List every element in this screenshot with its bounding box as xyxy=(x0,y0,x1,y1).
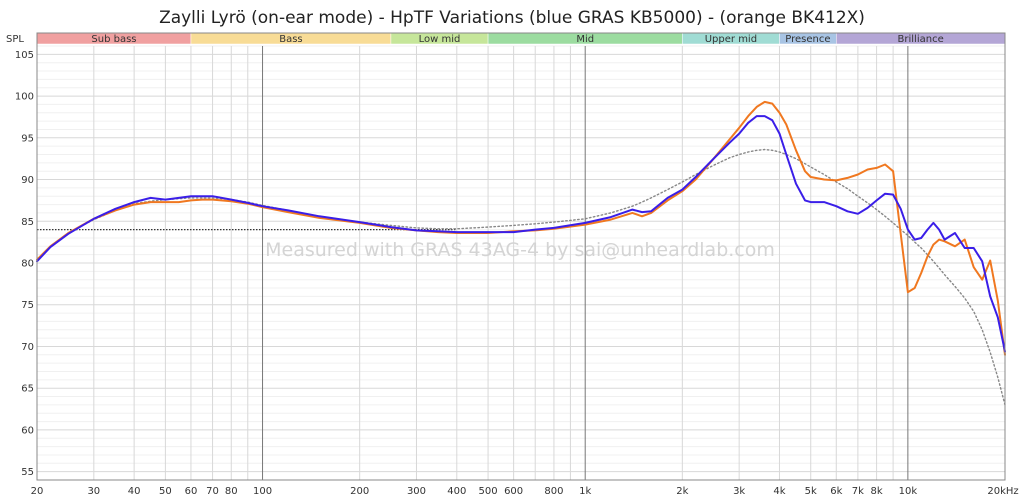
x-ticks: 20 30 40 50 60 70 80 100 200 300 400 500 600 800 1k 2k 3… xyxy=(31,486,1019,497)
y-tick-label: 85 xyxy=(21,217,34,228)
x-tick-label: 70 xyxy=(206,486,219,497)
x-tick-label: 600 xyxy=(504,486,523,497)
y-tick-label: 100 xyxy=(15,92,34,103)
x-tick-label: 20 xyxy=(31,486,44,497)
x-tick-label: 2k xyxy=(676,486,688,497)
y-tick-label: 65 xyxy=(21,384,34,395)
y-tick-label: 75 xyxy=(21,300,34,311)
x-tick-label: 200 xyxy=(350,486,369,497)
series-line-2 xyxy=(36,148,1006,406)
y-tick-label: 80 xyxy=(21,259,34,270)
y-tick-label: 95 xyxy=(21,133,34,144)
x-tick-label: 6k xyxy=(830,486,842,497)
x-tick-label: 4k xyxy=(773,486,785,497)
band-label: Upper mid xyxy=(705,34,757,45)
x-tick-label: 800 xyxy=(544,486,563,497)
band-label: Presence xyxy=(785,34,830,45)
grid-lines xyxy=(36,45,1006,481)
y-tick-label: 60 xyxy=(21,425,34,436)
x-tick-label: 3k xyxy=(733,486,745,497)
y-axis-label: SPL xyxy=(6,34,24,45)
x-tick-label: 100 xyxy=(253,486,272,497)
band-label: Bass xyxy=(279,34,302,45)
x-tick-label: 10k xyxy=(899,486,918,497)
x-tick-label: 1k xyxy=(579,486,591,497)
frequency-bands: Sub bass Bass Low mid Mid Upper mid Presence B… xyxy=(36,32,1006,45)
x-tick-label: 5k xyxy=(805,486,817,497)
series-line-1 xyxy=(36,100,1006,356)
x-tick-label: 8k xyxy=(871,486,883,497)
x-tick-label: 30 xyxy=(87,486,100,497)
series-lines xyxy=(36,100,1006,406)
series-line-0 xyxy=(36,115,1006,353)
y-tick-label: 105 xyxy=(15,50,34,61)
x-tick-label: 300 xyxy=(407,486,426,497)
x-tick-label: 7k xyxy=(852,486,864,497)
y-ticks: 55 60 65 70 75 80 85 90 95 100 105 xyxy=(15,50,34,478)
x-tick-label: 80 xyxy=(225,486,238,497)
x-tick-label: 400 xyxy=(447,486,466,497)
y-tick-label: 70 xyxy=(21,342,34,353)
x-tick-label: 40 xyxy=(128,486,141,497)
x-tick-label: 60 xyxy=(185,486,198,497)
watermark-text: Measured with GRAS 43AG-4 by sai@unheard… xyxy=(265,239,775,261)
x-tick-label: 500 xyxy=(479,486,498,497)
band-label: Low mid xyxy=(419,34,461,45)
x-tick-label: 50 xyxy=(159,486,172,497)
y-tick-label: 90 xyxy=(21,175,34,186)
y-tick-label: 55 xyxy=(21,467,34,478)
band-label: Mid xyxy=(576,34,594,45)
band-label: Sub bass xyxy=(91,34,136,45)
plot-frame xyxy=(36,32,1006,481)
x-tick-label: 20kHz xyxy=(987,486,1018,497)
band-label: Brilliance xyxy=(898,34,944,45)
chart-title: Zaylli Lyrö (on-ear mode) - HpTF Variati… xyxy=(159,8,865,28)
